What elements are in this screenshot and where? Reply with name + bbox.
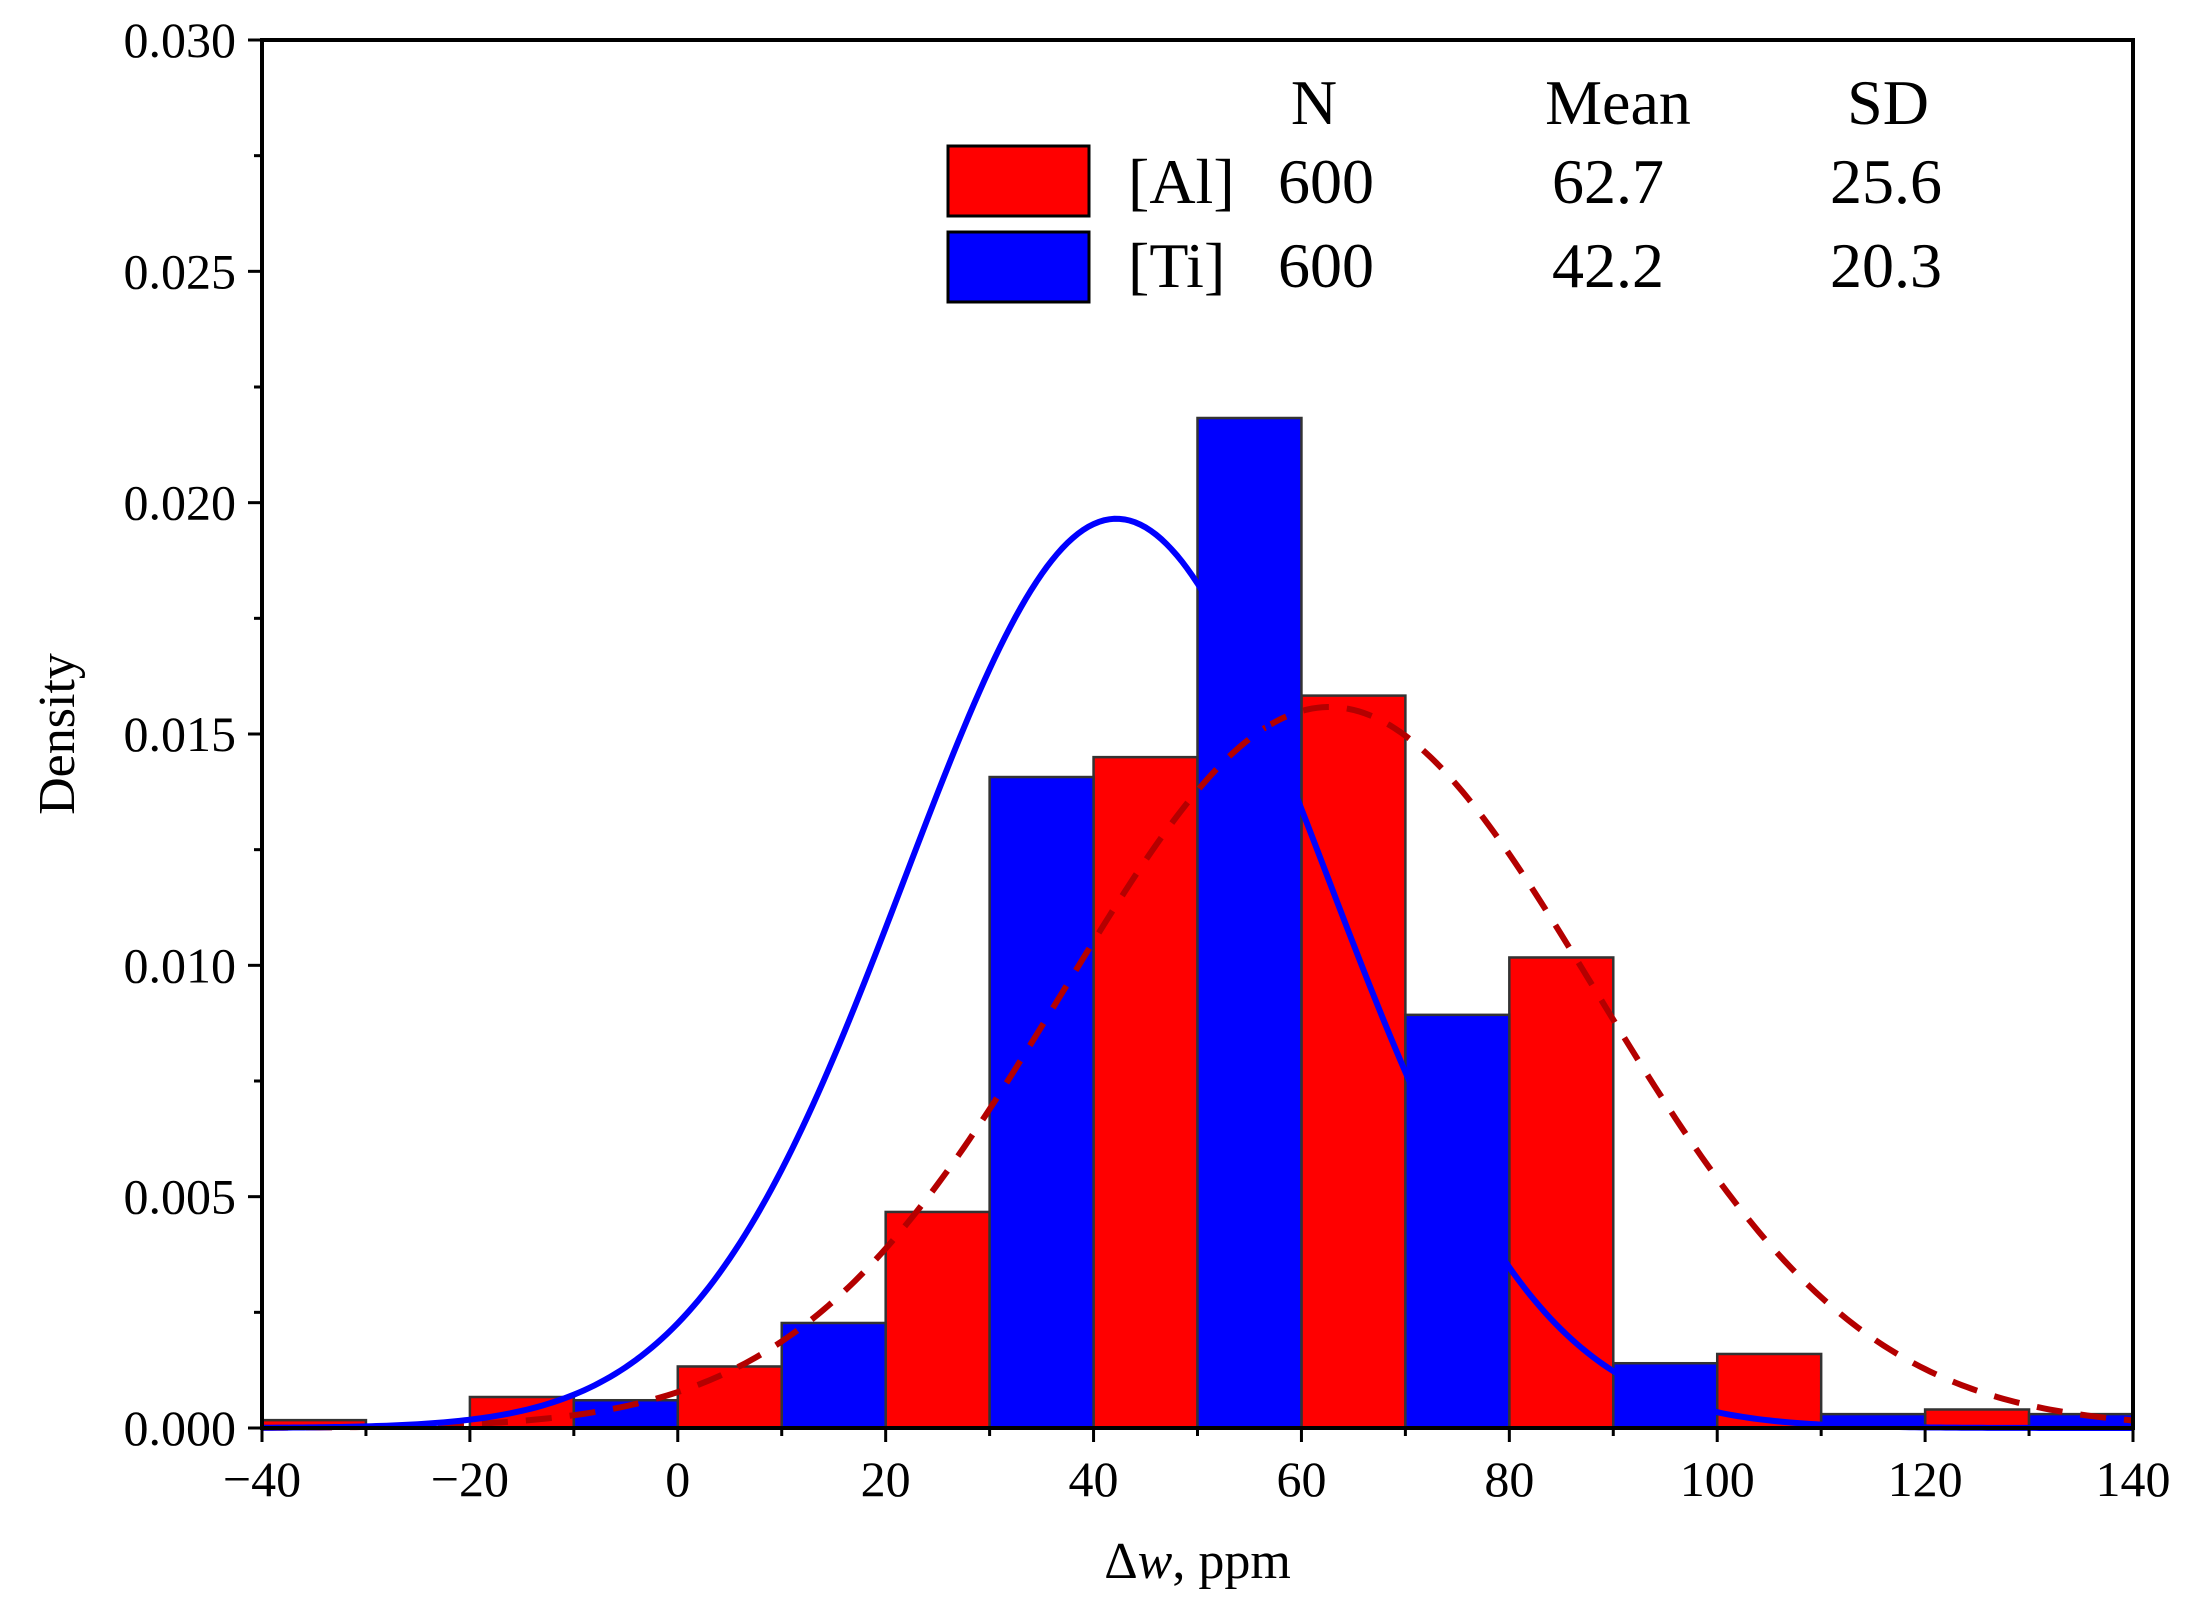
y-tick-label: 0.020 [124,475,237,531]
y-tick-label: 0.010 [124,937,237,993]
bar-ti-2 [988,775,1095,1430]
x-axis-title: Δw, ppm [1104,1533,1291,1590]
legend: N Mean SD [Al] 600 62.7 25.6 [Ti] 600 42… [946,67,1942,304]
x-axis-title-variable: w [1138,1533,1173,1590]
x-tick-label: 60 [1276,1451,1326,1507]
legend-header-n: N [1291,67,1337,138]
x-axis-title-unit: , ppm [1172,1533,1290,1590]
y-tick-label: 0.025 [124,243,237,299]
legend-header-sd: SD [1847,67,1929,138]
legend-n-al: 600 [1278,146,1374,217]
legend-sd-al: 25.6 [1830,146,1942,217]
x-tick-label: −20 [431,1451,509,1507]
fit-curve-al [261,704,2134,1431]
legend-header-mean: Mean [1545,67,1691,138]
y-tick-label: 0.005 [124,1169,237,1225]
y-tick-label: 0.000 [124,1400,237,1456]
x-tick-label: 0 [665,1451,690,1507]
y-tick-label: 0.015 [124,706,237,762]
legend-n-ti: 600 [1278,230,1374,301]
legend-mean-al: 62.7 [1552,146,1664,217]
x-tick-label: 20 [861,1451,911,1507]
bar-al-3 [884,1210,991,1430]
x-tick-label: −40 [223,1451,301,1507]
fit-curves [261,515,2134,1431]
histogram-bars [260,416,2135,1430]
y-tick-label: 0.030 [124,12,237,68]
bar-ti-3 [1196,416,1303,1430]
bar-al-2 [676,1365,783,1430]
x-tick-label: 40 [1069,1451,1119,1507]
legend-swatch-al [946,144,1091,218]
legend-sd-ti: 20.3 [1830,230,1942,301]
legend-swatch-ti [946,230,1091,304]
x-tick-label: 140 [2096,1451,2171,1507]
y-axis-title: Density [29,653,86,815]
legend-label-al: [Al] [1128,146,1235,217]
x-tick-label: 100 [1680,1451,1755,1507]
bar-ti-1 [780,1321,887,1430]
x-tick-label: 80 [1484,1451,1534,1507]
x-tick-label: 120 [1888,1451,1963,1507]
legend-mean-ti: 42.2 [1552,230,1664,301]
bar-al-5 [1300,694,1407,1430]
x-axis-title-symbol: Δ [1104,1533,1137,1590]
fit-curve-ti [261,515,2133,1431]
bar-ti-4 [1404,1013,1511,1430]
legend-label-ti: [Ti] [1128,230,1225,301]
axes: −40 −20 0 20 40 60 80 100 120 140 0.000 0.005 0.010 0… [124,12,2171,1507]
